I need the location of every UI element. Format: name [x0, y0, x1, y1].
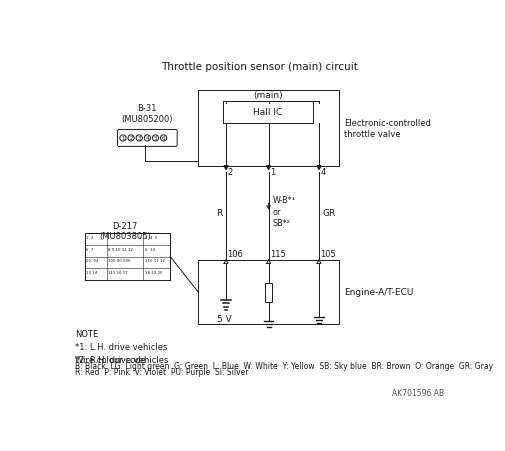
Text: 110 11 12: 110 11 12	[144, 258, 164, 262]
Text: 00  04: 00 04	[86, 258, 99, 262]
Bar	[198, 91, 338, 166]
Text: R: Red  P: Pink  V: Violet  PU: Purple  SI: Silver: R: Red P: Pink V: Violet PU: Purple SI: …	[75, 368, 248, 377]
Polygon shape	[224, 166, 227, 170]
Text: W-B*¹
or
SB*²: W-B*¹ or SB*²	[272, 196, 295, 227]
Text: 1: 1	[121, 136, 124, 141]
Text: 2: 2	[129, 136, 132, 141]
Bar	[223, 102, 312, 123]
Text: (main): (main)	[252, 91, 282, 100]
Text: 6  7: 6 7	[86, 247, 94, 251]
Bar	[198, 260, 338, 325]
Text: B-31
(MU805200): B-31 (MU805200)	[121, 104, 172, 124]
Text: D-217
(MU803805): D-217 (MU803805)	[99, 221, 151, 241]
Text: 115: 115	[270, 249, 285, 258]
Text: Throttle position sensor (main) circuit: Throttle position sensor (main) circuit	[161, 62, 357, 72]
Text: AK701596 AB: AK701596 AB	[392, 388, 444, 397]
Text: R: R	[216, 209, 222, 218]
Text: Hall IC: Hall IC	[252, 108, 282, 117]
Text: 1: 1	[270, 168, 275, 177]
Bar	[264, 283, 272, 302]
Text: Wire colour code: Wire colour code	[75, 355, 145, 364]
Bar	[85, 234, 170, 280]
Text: NOTE
*1: L.H. drive vehicles
*2: R.H. drive vehicles: NOTE *1: L.H. drive vehicles *2: R.H. dr…	[75, 329, 168, 364]
Text: Electronic-controlled
throttle valve: Electronic-controlled throttle valve	[343, 119, 430, 138]
Text: 8 9 10 11 12: 8 9 10 11 12	[108, 247, 133, 251]
Text: 106: 106	[227, 249, 243, 258]
Text: Engine-A/T-ECU: Engine-A/T-ECU	[343, 288, 413, 297]
Text: 2: 2	[227, 168, 232, 177]
Text: 115 16 17: 115 16 17	[108, 270, 128, 274]
Polygon shape	[317, 166, 320, 170]
Text: X  34: X 34	[144, 247, 155, 251]
Text: 18 19 20: 18 19 20	[144, 270, 162, 274]
Text: 6: 6	[162, 136, 165, 141]
Text: 5: 5	[154, 136, 157, 141]
Text: 3: 3	[137, 136, 141, 141]
Text: 13 14: 13 14	[86, 270, 97, 274]
Text: GR: GR	[322, 209, 335, 218]
Text: 4: 4	[320, 168, 325, 177]
Polygon shape	[266, 166, 270, 170]
Text: 1  2: 1 2	[86, 235, 94, 239]
Text: 5 V: 5 V	[217, 314, 231, 323]
Text: 4: 4	[145, 136, 149, 141]
Text: 3  4  5: 3 4 5	[144, 235, 157, 239]
Text: B: Black  LG: Light green  G: Green  L: Blue  W: White  Y: Yellow  SB: Sky blue : B: Black LG: Light green G: Green L: Blu…	[75, 361, 492, 370]
Text: 105: 105	[320, 249, 336, 258]
Text: 100 00 006: 100 00 006	[108, 258, 130, 262]
